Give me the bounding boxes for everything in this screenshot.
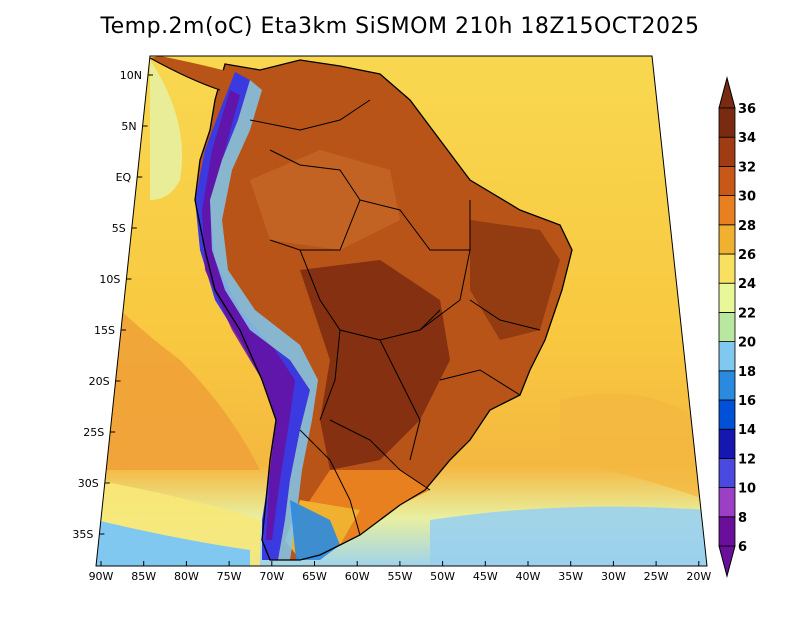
- south-pacific-cold: [96, 520, 250, 566]
- lon-tick-label: 80W: [174, 570, 199, 583]
- colorbar-label: 8: [738, 511, 747, 526]
- colorbar-label: 10: [738, 482, 756, 497]
- colorbar-label: 16: [738, 394, 756, 409]
- lat-tick-label: 30S: [78, 477, 99, 490]
- colorbar: 6 8 10 12 14 16 18 20 22 24 26 28 30 32 34 36: [718, 76, 756, 578]
- colorbar-bin: [718, 195, 736, 226]
- colorbar-label: 12: [738, 452, 756, 467]
- central-america-coast: [149, 57, 221, 91]
- colorbar-label: 26: [738, 248, 756, 263]
- colorbar-bin: [718, 224, 736, 255]
- interior-hot-zone: [300, 260, 450, 470]
- lat-tick-label: 25S: [83, 426, 104, 439]
- andes-edge-cool: [210, 80, 318, 560]
- lat-tick-label: 10N: [120, 69, 142, 82]
- lon-tick-label: 55W: [387, 570, 412, 583]
- colorbar-bin: [718, 165, 736, 196]
- colorbar-label: 6: [738, 540, 747, 555]
- colorbar-bin: [718, 370, 736, 401]
- lon-tick-label: 35W: [558, 570, 583, 583]
- colorbar-bin: [718, 399, 736, 430]
- northeast-hot-zone: [470, 220, 560, 340]
- lat-tick-label: 35S: [72, 528, 93, 541]
- lon-tick-label: 45W: [473, 570, 498, 583]
- pacific-cool-patch: [150, 60, 182, 200]
- lon-tick-label: 50W: [430, 570, 455, 583]
- colorbar-min-arrow: [718, 545, 736, 578]
- colorbar-bin: [718, 487, 736, 518]
- colorbar-bin: [718, 107, 736, 138]
- colorbar-label: 18: [738, 365, 756, 380]
- colorbar-label: 34: [738, 131, 756, 146]
- lon-tick-label: 65W: [302, 570, 327, 583]
- colorbar-bin: [718, 282, 736, 313]
- south-atlantic-warm: [560, 393, 707, 500]
- longitude-axis: 90W 85W 80W 75W 70W 65W 60W 55W 50W 45W 40W 35W 30W 2…: [89, 561, 711, 583]
- colorbar-bin: [718, 253, 736, 284]
- central-america-land: [150, 56, 230, 90]
- colorbar-label: 32: [738, 160, 756, 175]
- latitude-axis: 10N 5N EQ 5S 10S 15S 20S 25S 30S 35S: [72, 69, 153, 541]
- lon-tick-label: 20W: [686, 570, 711, 583]
- colorbar-label: 22: [738, 306, 756, 321]
- amazon-patch: [250, 150, 400, 250]
- lon-tick-label: 90W: [89, 570, 114, 583]
- country-borders: [194, 59, 573, 561]
- lat-tick-label: 5S: [112, 222, 126, 235]
- pacific-warm-band: [96, 300, 260, 470]
- patagonia-cold: [290, 500, 340, 560]
- colorbar-label: 30: [738, 190, 756, 205]
- lon-tick-label: 25W: [644, 570, 669, 583]
- lat-tick-label: 15S: [94, 324, 115, 337]
- lon-tick-label: 85W: [131, 570, 156, 583]
- lon-tick-label: 30W: [601, 570, 626, 583]
- south-atlantic-cold: [430, 506, 707, 566]
- colorbar-label: 20: [738, 336, 756, 351]
- colorbar-bin: [718, 136, 736, 167]
- colorbar-bin: [718, 516, 736, 547]
- lon-tick-label: 70W: [259, 570, 284, 583]
- map-frame: [95, 55, 708, 567]
- lon-tick-label: 75W: [217, 570, 242, 583]
- map-title: Temp.2m(oC) Eta3km SiSMOM 210h 18Z15OCT2…: [100, 14, 700, 39]
- colorbar-max-arrow: [718, 76, 736, 109]
- lat-tick-label: 10S: [99, 273, 120, 286]
- lat-tick-label: 20S: [89, 375, 110, 388]
- lon-tick-label: 60W: [345, 570, 370, 583]
- colorbar-bin: [718, 341, 736, 372]
- colorbar-label: 14: [738, 423, 756, 438]
- lon-tick-label: 40W: [516, 570, 541, 583]
- colorbar-bin: [718, 428, 736, 459]
- colorbar-label: 24: [738, 277, 756, 292]
- colorbar-bin: [718, 311, 736, 342]
- colorbar-label: 36: [738, 102, 756, 117]
- temperature-field: [96, 56, 707, 566]
- lat-tick-label: 5N: [121, 120, 136, 133]
- colorbar-label: 28: [738, 219, 756, 234]
- colorbar-bin: [718, 457, 736, 488]
- lat-tick-label: EQ: [116, 171, 132, 184]
